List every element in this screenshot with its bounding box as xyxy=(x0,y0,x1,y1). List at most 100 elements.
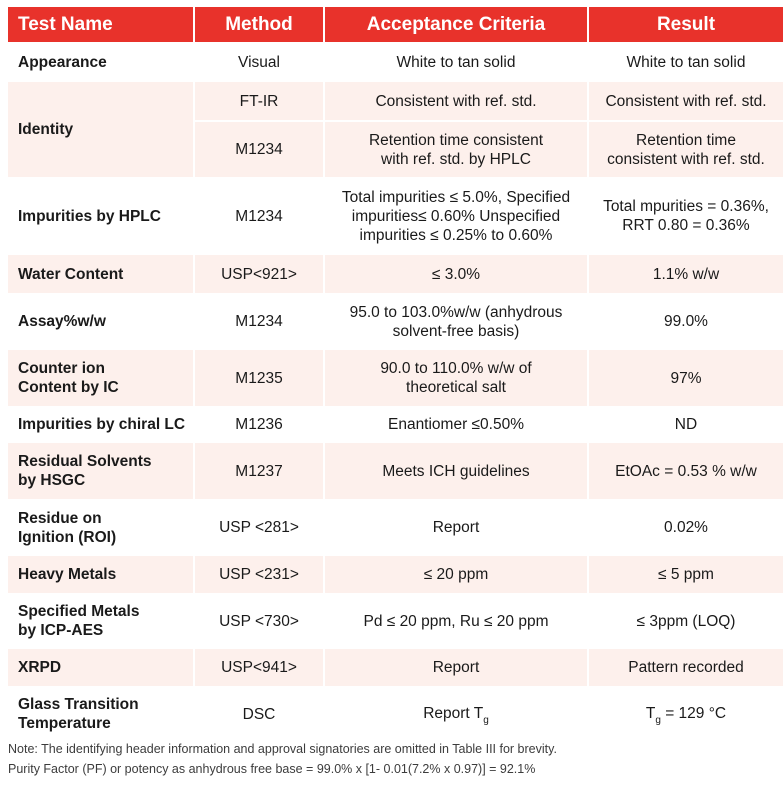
subscript: g xyxy=(655,714,661,726)
specification-table: Test Name Method Acceptance Criteria Res… xyxy=(8,7,783,742)
result-line: RRT 0.80 = 0.36% xyxy=(622,217,750,234)
result: Retention time consistent with ref. std. xyxy=(589,122,783,177)
test-name-line: Glass Transition xyxy=(18,696,139,713)
result-line: consistent with ref. std. xyxy=(607,150,765,168)
test-name-line: Temperature xyxy=(18,715,111,732)
header-acceptance-criteria: Acceptance Criteria xyxy=(325,7,589,42)
result: White to tan solid xyxy=(589,42,783,82)
criteria: ≤ 3.0% xyxy=(325,255,589,293)
result-text: T xyxy=(645,704,656,722)
test-name: Impurities by HPLC xyxy=(8,177,195,255)
table-row: Specified Metals by ICP-AES USP <730> Pd… xyxy=(8,593,783,649)
test-name-line: by ICP-AES xyxy=(18,622,104,639)
test-name: Glass Transition Temperature xyxy=(8,686,195,742)
criteria: 95.0 to 103.0%w/w (anhydrous solvent-fre… xyxy=(325,293,589,350)
test-name-line: Counter ion xyxy=(18,360,105,377)
result: Consistent with ref. std. xyxy=(589,82,783,122)
table-row: Impurities by HPLC M1234 Total impuritie… xyxy=(8,177,783,255)
criteria: Consistent with ref. std. xyxy=(325,82,589,122)
test-name: Appearance xyxy=(8,42,195,82)
criteria-line: Retention time consistent xyxy=(368,131,544,149)
result-line: Retention time xyxy=(636,131,736,149)
criteria-line: impurities ≤ 0.25% to 0.60% xyxy=(359,226,553,244)
table-note: Note: The identifying header information… xyxy=(8,742,557,756)
table-row: Assay%w/w M1234 95.0 to 103.0%w/w (anhyd… xyxy=(8,293,783,350)
method: M1234 xyxy=(195,177,325,255)
method: M1237 xyxy=(195,443,325,499)
result: 0.02% xyxy=(589,499,783,556)
criteria: ≤ 20 ppm xyxy=(325,556,589,593)
result: ≤ 3ppm (LOQ) xyxy=(589,593,783,649)
header-row: Test Name Method Acceptance Criteria Res… xyxy=(8,7,783,42)
criteria: Retention time consistent with ref. std.… xyxy=(325,122,589,177)
table-row: Residual Solvents by HSGC M1237 Meets IC… xyxy=(8,443,783,499)
result: 99.0% xyxy=(589,293,783,350)
method: Visual xyxy=(195,42,325,82)
criteria: Report xyxy=(325,499,589,556)
table-row: Heavy Metals USP <231> ≤ 20 ppm ≤ 5 ppm xyxy=(8,556,783,593)
table-row: Identity FT-IR Consistent with ref. std.… xyxy=(8,82,783,177)
result: Pattern recorded xyxy=(589,649,783,686)
result: Total mpurities = 0.36%, RRT 0.80 = 0.36… xyxy=(589,177,783,255)
test-name: Identity xyxy=(8,82,195,177)
result: EtOAc = 0.53 % w/w xyxy=(589,443,783,499)
criteria: Total impurities ≤ 5.0%, Specified impur… xyxy=(325,177,589,255)
criteria-line: solvent-free basis) xyxy=(392,322,520,340)
subscript: g xyxy=(483,714,489,726)
criteria-line: 95.0 to 103.0%w/w (anhydrous xyxy=(349,303,563,321)
table-row: XRPD USP<941> Report Pattern recorded xyxy=(8,649,783,686)
header-result: Result xyxy=(589,7,783,42)
method: M1234 xyxy=(195,293,325,350)
criteria: Pd ≤ 20 ppm, Ru ≤ 20 ppm xyxy=(325,593,589,649)
test-name: Impurities by chiral LC xyxy=(8,406,195,443)
criteria: Meets ICH guidelines xyxy=(325,443,589,499)
method: USP <281> xyxy=(195,499,325,556)
purity-factor-note: Purity Factor (PF) or potency as anhydro… xyxy=(8,762,536,776)
criteria-line: 90.0 to 110.0% w/w of xyxy=(380,360,532,377)
test-name: Counter ion Content by IC xyxy=(8,350,195,406)
criteria: Report xyxy=(325,649,589,686)
criteria-text: Report T xyxy=(423,704,484,722)
criteria: Report Tg xyxy=(325,686,589,742)
test-name: Heavy Metals xyxy=(8,556,195,593)
method: USP <730> xyxy=(195,593,325,649)
criteria-line: theoretical salt xyxy=(406,379,506,396)
table-row: Residue on Ignition (ROI) USP <281> Repo… xyxy=(8,499,783,556)
method: M1236 xyxy=(195,406,325,443)
test-name-line: by HSGC xyxy=(18,472,86,489)
test-name: Residue on Ignition (ROI) xyxy=(8,499,195,556)
criteria-line: impurities≤ 0.60% Unspecified xyxy=(351,207,561,225)
table-row: Glass Transition Temperature DSC Report … xyxy=(8,686,783,742)
table-row: Impurities by chiral LC M1236 Enantiomer… xyxy=(8,406,783,443)
test-name-line: Specified Metals xyxy=(18,603,140,620)
test-name: Specified Metals by ICP-AES xyxy=(8,593,195,649)
test-name-line: Ignition (ROI) xyxy=(18,528,117,546)
method: M1234 xyxy=(195,122,325,177)
test-name: XRPD xyxy=(8,649,195,686)
criteria-line: with ref. std. by HPLC xyxy=(381,150,531,168)
criteria: Enantiomer ≤0.50% xyxy=(325,406,589,443)
test-name: Residual Solvents by HSGC xyxy=(8,443,195,499)
method: M1235 xyxy=(195,350,325,406)
result: 1.1% w/w xyxy=(589,255,783,293)
method: DSC xyxy=(195,686,325,742)
test-name: Water Content xyxy=(8,255,195,293)
result-line: Total mpurities = 0.36%, xyxy=(603,198,769,215)
result: Tg = 129 °C xyxy=(589,686,783,742)
result: 97% xyxy=(589,350,783,406)
method: USP<941> xyxy=(195,649,325,686)
test-name-line: Residual Solvents xyxy=(18,453,152,470)
test-name: Assay%w/w xyxy=(8,293,195,350)
method: FT-IR xyxy=(195,82,325,122)
table-row: M1234 Retention time consistent with ref… xyxy=(8,122,783,177)
method: USP<921> xyxy=(195,255,325,293)
result: ND xyxy=(589,406,783,443)
test-name-line: Content by IC xyxy=(18,379,119,396)
method: USP <231> xyxy=(195,556,325,593)
result-text: = 129 °C xyxy=(660,704,727,722)
test-name-line: Residue on xyxy=(18,509,102,527)
criteria: White to tan solid xyxy=(325,42,589,82)
result: ≤ 5 ppm xyxy=(589,556,783,593)
table-row: Water Content USP<921> ≤ 3.0% 1.1% w/w xyxy=(8,255,783,293)
criteria-line: Total impurities ≤ 5.0%, Specified xyxy=(341,188,571,206)
